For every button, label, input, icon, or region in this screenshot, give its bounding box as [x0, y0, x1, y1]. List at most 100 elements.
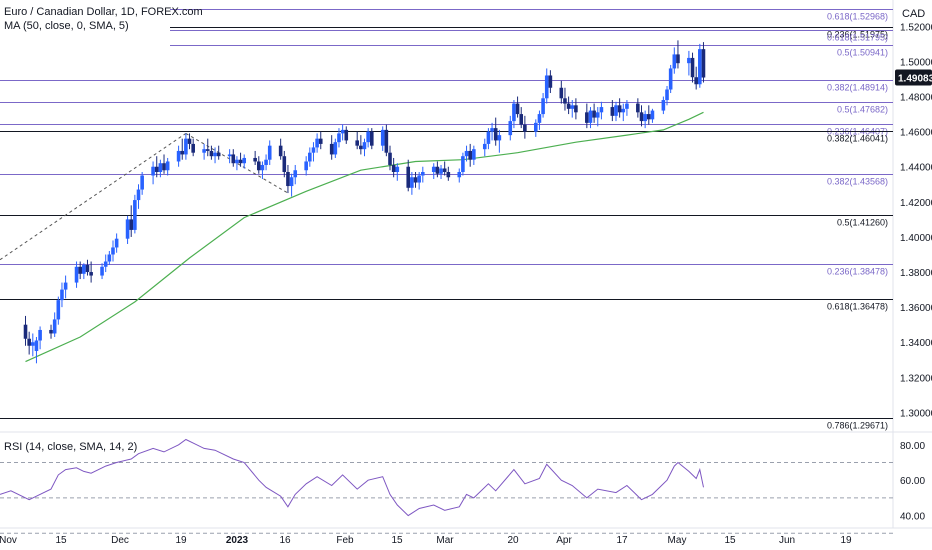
candle[interactable]: [563, 87, 567, 111]
candle[interactable]: [38, 326, 42, 350]
candle[interactable]: [486, 128, 491, 150]
candle[interactable]: [446, 166, 451, 181]
candle[interactable]: [82, 263, 86, 280]
candle[interactable]: [154, 156, 159, 178]
candle[interactable]: [165, 157, 170, 176]
candle[interactable]: [289, 173, 294, 197]
candle[interactable]: [89, 261, 93, 283]
candle[interactable]: [31, 333, 35, 357]
candle[interactable]: [512, 100, 516, 129]
candle[interactable]: [574, 98, 578, 120]
candle[interactable]: [665, 86, 669, 106]
candle[interactable]: [457, 168, 462, 183]
candle[interactable]: [238, 152, 243, 167]
candle[interactable]: [493, 117, 498, 146]
candle[interactable]: [588, 107, 593, 129]
candle[interactable]: [698, 43, 702, 88]
candle[interactable]: [293, 164, 298, 185]
candle[interactable]: [537, 110, 542, 130]
candle[interactable]: [315, 133, 319, 153]
candle[interactable]: [355, 131, 359, 150]
candle[interactable]: [614, 101, 618, 122]
candle[interactable]: [687, 50, 691, 76]
candle[interactable]: [541, 93, 545, 118]
candle[interactable]: [391, 157, 396, 178]
candle[interactable]: [362, 138, 367, 157]
candle[interactable]: [472, 145, 476, 165]
candle[interactable]: [672, 47, 677, 74]
candle[interactable]: [329, 135, 334, 160]
candle[interactable]: [56, 296, 61, 325]
candle[interactable]: [344, 126, 349, 144]
candle[interactable]: [49, 324, 53, 339]
candle[interactable]: [621, 103, 626, 122]
candle[interactable]: [639, 105, 644, 127]
candle[interactable]: [544, 68, 549, 104]
candle[interactable]: [636, 98, 640, 118]
candle[interactable]: [534, 119, 538, 137]
candle[interactable]: [216, 145, 221, 160]
candle[interactable]: [74, 261, 79, 288]
candle[interactable]: [559, 80, 564, 104]
candle[interactable]: [23, 315, 28, 346]
candle[interactable]: [34, 336, 39, 364]
candle[interactable]: [650, 108, 655, 123]
candle[interactable]: [566, 96, 571, 115]
candle[interactable]: [202, 143, 206, 160]
candle[interactable]: [114, 233, 119, 253]
candle[interactable]: [304, 156, 308, 176]
candle[interactable]: [151, 161, 155, 185]
candle[interactable]: [676, 40, 680, 69]
candle[interactable]: [668, 64, 673, 94]
candle[interactable]: [366, 128, 370, 148]
candle[interactable]: [592, 103, 596, 123]
candle[interactable]: [191, 138, 195, 157]
candle[interactable]: [253, 150, 257, 165]
candle[interactable]: [515, 96, 520, 118]
candle[interactable]: [461, 152, 465, 176]
candle[interactable]: [610, 100, 615, 122]
time-axis[interactable]: Nov 15 Dec 19 2023 16 Feb 15 Mar 20 Apr 17 May 15 Jun 1…: [0, 535, 852, 546]
candle[interactable]: [260, 161, 265, 180]
candle[interactable]: [27, 331, 31, 355]
candle[interactable]: [625, 100, 629, 116]
candle[interactable]: [442, 161, 447, 176]
candle[interactable]: [417, 172, 421, 190]
candle[interactable]: [410, 172, 414, 195]
candle[interactable]: [548, 70, 553, 94]
candle[interactable]: [242, 154, 247, 169]
candle[interactable]: [570, 100, 575, 118]
candle[interactable]: [231, 149, 236, 167]
candle[interactable]: [60, 282, 64, 308]
candle[interactable]: [431, 163, 436, 180]
candle[interactable]: [690, 52, 695, 83]
candle[interactable]: [359, 135, 363, 155]
candle[interactable]: [63, 275, 68, 299]
candle[interactable]: [646, 105, 651, 125]
candle[interactable]: [205, 138, 210, 157]
candle[interactable]: [523, 115, 527, 139]
candle[interactable]: [585, 103, 589, 129]
candle[interactable]: [490, 122, 494, 141]
candle[interactable]: [694, 66, 698, 90]
candle[interactable]: [311, 142, 316, 162]
candle[interactable]: [413, 172, 418, 188]
price-axis[interactable]: 1.52000 1.50000 1.48000 1.46000 1.44000 1.420…: [895, 22, 932, 419]
candle[interactable]: [395, 163, 400, 181]
candle[interactable]: [140, 172, 144, 195]
candle[interactable]: [380, 126, 385, 151]
candle[interactable]: [497, 129, 502, 153]
candle[interactable]: [267, 140, 272, 165]
candle[interactable]: [701, 42, 706, 83]
candle[interactable]: [406, 159, 411, 192]
candle[interactable]: [162, 154, 166, 174]
candle[interactable]: [209, 145, 214, 160]
candle[interactable]: [421, 166, 425, 183]
candle[interactable]: [508, 115, 513, 141]
candle[interactable]: [439, 164, 443, 180]
candle[interactable]: [125, 215, 130, 244]
candle[interactable]: [464, 145, 469, 162]
candle[interactable]: [213, 147, 217, 164]
candle[interactable]: [52, 312, 57, 337]
